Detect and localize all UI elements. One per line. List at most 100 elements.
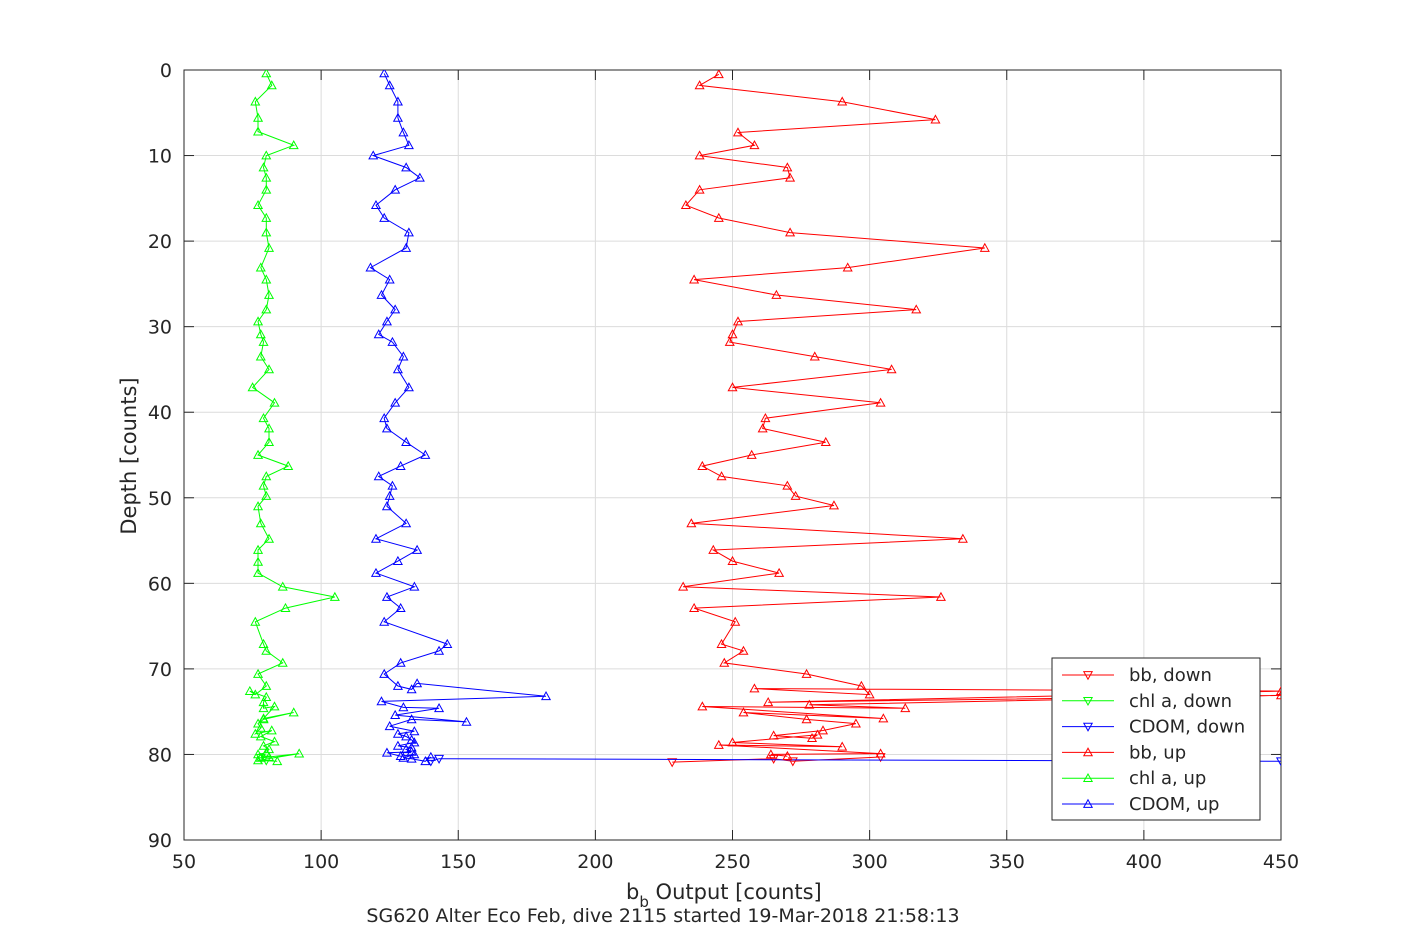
data-point xyxy=(401,242,412,252)
data-point xyxy=(409,749,420,759)
data-point xyxy=(763,697,774,707)
data-point xyxy=(373,329,384,339)
x-axis-label-subscript: b xyxy=(639,893,649,911)
legend-label: chl a, up xyxy=(1129,768,1206,789)
data-point xyxy=(787,757,798,767)
data-point xyxy=(250,616,261,626)
data-point xyxy=(261,691,272,701)
data-point xyxy=(252,449,264,459)
data-point xyxy=(261,70,272,78)
data-point xyxy=(850,718,861,728)
data-point xyxy=(252,755,264,765)
data-point xyxy=(785,227,796,237)
data-point xyxy=(392,96,403,106)
y-tick-label: 90 xyxy=(148,830,172,852)
x-tick-label: 200 xyxy=(577,851,613,873)
data-point xyxy=(277,657,288,667)
data-point xyxy=(261,471,272,481)
data-point xyxy=(680,199,691,210)
data-point xyxy=(678,581,689,591)
data-point xyxy=(379,668,390,678)
data-point xyxy=(694,184,705,194)
legend: bb, down chl a, down CDOM, down bb, up chl a… xyxy=(1051,657,1261,821)
legend-label: CDOM, up xyxy=(1129,794,1219,815)
data-point xyxy=(935,591,946,601)
data-point xyxy=(768,730,779,740)
series-line xyxy=(683,73,1281,757)
data-point xyxy=(837,96,848,106)
data-point xyxy=(252,567,264,577)
data-point xyxy=(875,397,886,407)
data-point xyxy=(376,696,387,706)
data-point xyxy=(258,638,269,648)
data-point xyxy=(401,436,412,447)
data-point xyxy=(390,397,401,407)
data-point xyxy=(252,501,264,511)
data-point xyxy=(749,140,760,150)
data-point xyxy=(401,744,412,754)
data-point xyxy=(765,749,776,759)
data-point xyxy=(261,227,272,237)
data-point xyxy=(266,725,277,735)
data-point xyxy=(258,412,269,423)
data-point xyxy=(392,680,403,690)
data-point xyxy=(420,449,431,459)
data-point xyxy=(856,680,867,690)
x-tick-label: 350 xyxy=(989,851,1025,873)
data-point xyxy=(384,80,395,90)
data-point xyxy=(398,127,409,137)
data-point xyxy=(392,728,403,738)
x-axis-label-main: b xyxy=(626,880,639,904)
data-point xyxy=(294,748,305,758)
data-point xyxy=(244,685,255,695)
data-point xyxy=(261,184,272,194)
legend-marker xyxy=(1082,696,1094,707)
data-point xyxy=(392,364,403,374)
data-point xyxy=(392,112,403,122)
data-point xyxy=(727,329,738,339)
data-point xyxy=(878,713,889,723)
data-point xyxy=(395,657,406,667)
data-point xyxy=(288,140,299,150)
data-point xyxy=(957,533,968,543)
data-point xyxy=(247,382,258,392)
data-point xyxy=(403,382,414,392)
y-tick-label: 80 xyxy=(148,744,172,766)
series-5 xyxy=(365,70,552,766)
data-point xyxy=(401,518,412,528)
data-point xyxy=(263,436,275,447)
data-series xyxy=(244,70,1281,768)
data-point xyxy=(771,289,782,299)
data-point xyxy=(252,556,264,566)
data-point xyxy=(837,741,848,751)
data-point xyxy=(828,500,840,510)
data-point xyxy=(390,184,401,194)
data-point xyxy=(930,114,941,124)
data-point xyxy=(384,720,395,731)
data-point xyxy=(401,162,412,172)
data-point xyxy=(782,480,793,490)
data-point xyxy=(403,140,414,150)
data-point xyxy=(461,716,472,726)
y-axis-label: Depth [counts] xyxy=(117,377,141,534)
data-point xyxy=(387,480,398,490)
data-point xyxy=(801,668,812,678)
data-point xyxy=(434,703,445,713)
data-point xyxy=(261,680,272,690)
data-point xyxy=(727,737,738,747)
data-point xyxy=(329,591,340,601)
data-point xyxy=(392,740,403,750)
data-point xyxy=(727,382,738,392)
data-point xyxy=(266,80,277,90)
data-point xyxy=(252,199,264,210)
x-tick-label: 450 xyxy=(1263,851,1299,873)
data-point xyxy=(864,689,875,699)
data-point xyxy=(713,739,724,749)
data-point xyxy=(370,567,382,577)
data-point xyxy=(255,351,266,361)
data-point xyxy=(261,304,272,314)
data-point xyxy=(370,533,382,543)
data-point xyxy=(900,703,911,713)
data-point xyxy=(875,748,886,758)
